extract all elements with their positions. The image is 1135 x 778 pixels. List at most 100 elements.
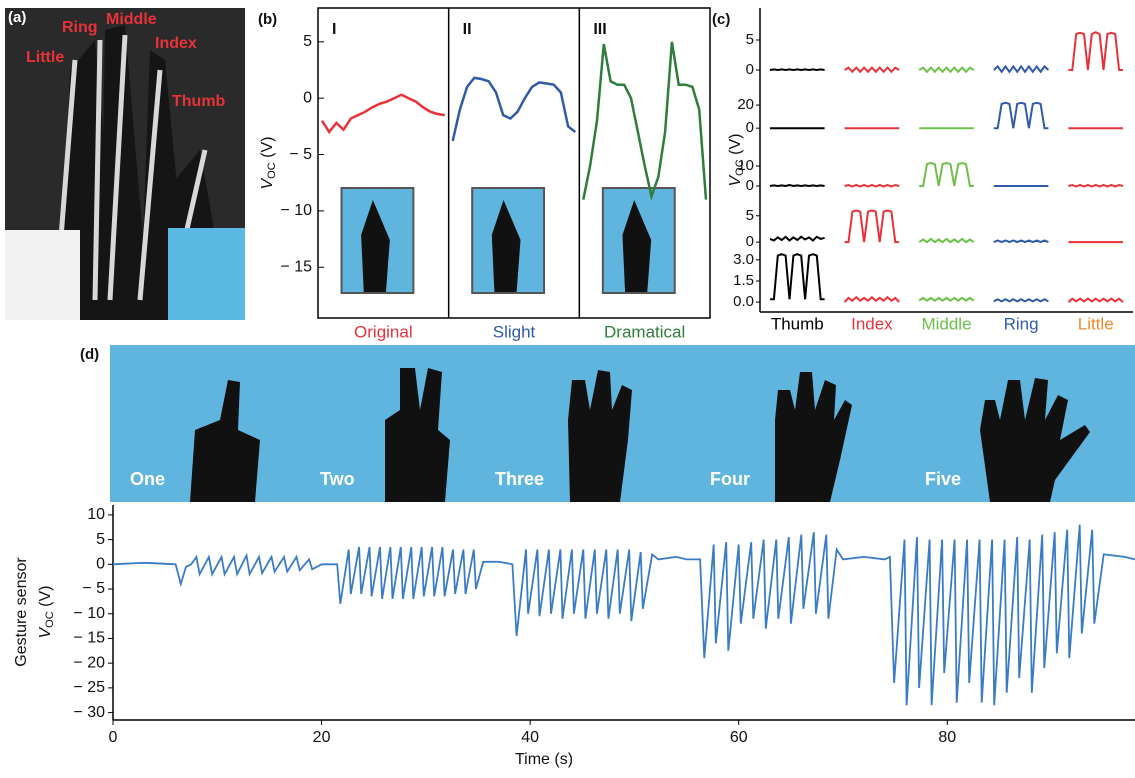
x-tick-label: 80 xyxy=(938,729,956,746)
hand-photo xyxy=(5,230,80,320)
y-axis-symbol: V xyxy=(37,626,54,638)
signal-line xyxy=(993,239,1049,244)
x-axis-label: Time (s) xyxy=(515,751,573,768)
y-axis-symbol: V xyxy=(259,177,276,189)
signal-line xyxy=(918,296,975,302)
glove xyxy=(491,200,521,292)
signal-line xyxy=(919,161,974,187)
y-tick-label: 0 xyxy=(746,177,754,194)
column-label: Little xyxy=(1078,314,1114,333)
plot-frame xyxy=(317,7,711,319)
finger-labels: Little Ring Middle Index Thumb xyxy=(26,11,226,110)
signal-line xyxy=(844,66,900,74)
gesture-label: One xyxy=(130,469,165,489)
numeral: II xyxy=(463,21,472,38)
y-tick-label: − 20 xyxy=(73,654,105,671)
y-axis-unit: (V) xyxy=(727,134,744,160)
glove xyxy=(361,200,390,292)
y-tick-label: 0 xyxy=(96,556,105,573)
y-axis-label: VOC (V) xyxy=(727,134,746,187)
column-label: Ring xyxy=(1004,314,1039,333)
x-tick-label: 0 xyxy=(109,729,118,746)
signal-line xyxy=(993,101,1049,130)
signal-line xyxy=(1068,31,1123,71)
signal-line xyxy=(769,183,825,188)
series-label: Dramatical xyxy=(604,322,685,341)
panel-label: (d) xyxy=(80,346,99,363)
finger-label: Middle xyxy=(106,11,157,28)
signal-line xyxy=(993,64,1050,74)
y-axis-label: VOC (V) xyxy=(37,586,56,639)
y-tick-label: 5 xyxy=(746,31,754,48)
x-tick-label: 40 xyxy=(521,729,539,746)
y-tick-label: 0 xyxy=(746,61,754,78)
y-tick-label: − 10 xyxy=(280,202,312,219)
y-axis-subscript: OC xyxy=(734,159,746,176)
y-tick-label: 10 xyxy=(87,506,105,523)
y-tick-label: 0.0 xyxy=(733,293,754,310)
finger-label: Index xyxy=(155,35,197,52)
y-tick-label: 0 xyxy=(746,119,754,136)
column-label: Index xyxy=(851,314,893,333)
signal-line xyxy=(843,295,900,303)
numeral: III xyxy=(593,21,606,38)
y-tick-label: 10 xyxy=(737,157,754,174)
y-axis-subscript: OC xyxy=(266,162,278,179)
signal-line xyxy=(451,76,577,142)
y-tick-label: − 15 xyxy=(280,258,312,275)
signal-line xyxy=(918,237,975,244)
y-tick-label: − 15 xyxy=(73,630,105,647)
numeral: I xyxy=(332,21,336,38)
panel-label: (b) xyxy=(258,11,277,28)
signal-line xyxy=(112,524,1135,706)
y-tick-label: 5 xyxy=(746,207,754,224)
finger-label: Thumb xyxy=(172,93,226,110)
gesture-labels: One Two Three Four Five xyxy=(130,469,961,489)
gesture-label: Two xyxy=(320,469,355,489)
y-tick-label: 0 xyxy=(303,89,312,106)
signal-line xyxy=(844,183,900,188)
x-tick-label: 60 xyxy=(730,729,748,746)
column-label: Middle xyxy=(921,314,971,333)
signal-line xyxy=(769,68,825,72)
signal-line xyxy=(918,66,975,74)
signal-line xyxy=(1068,183,1124,188)
glove-silhouettes xyxy=(190,368,1090,502)
gesture-label: Three xyxy=(495,469,544,489)
y-tick-label: 5 xyxy=(96,531,105,548)
y-axis-symbol: V xyxy=(727,174,744,186)
y-axis-subscript: OC xyxy=(44,611,56,628)
y-tick-label: − 10 xyxy=(73,605,105,622)
signal-line xyxy=(320,93,445,135)
glove xyxy=(622,200,652,292)
y-axis-unit: (V) xyxy=(37,586,54,612)
y-axis-label: Gesture sensor xyxy=(13,557,30,667)
gesture-label: Four xyxy=(710,469,750,489)
y-tick-label: − 25 xyxy=(73,679,105,696)
glove-inset xyxy=(168,228,245,320)
y-tick-label: − 5 xyxy=(289,146,312,163)
signal-line xyxy=(769,235,825,242)
signal-line xyxy=(1067,297,1124,303)
series-label: Slight xyxy=(493,322,536,341)
signal-line xyxy=(844,209,900,244)
finger-label: Ring xyxy=(62,19,98,36)
y-axis-unit: (V) xyxy=(259,137,276,163)
signal-line xyxy=(770,253,825,301)
y-tick-label: 20 xyxy=(737,96,754,113)
gesture-label: Five xyxy=(925,469,961,489)
x-tick-label: 20 xyxy=(313,729,331,746)
signal-line xyxy=(582,41,708,201)
y-tick-label: 5 xyxy=(303,33,312,50)
panel-label: (a) xyxy=(8,9,26,26)
panel-label: (c) xyxy=(712,11,730,28)
y-tick-label: 3.0 xyxy=(733,251,754,268)
signal-line xyxy=(993,298,1049,303)
y-tick-label: − 30 xyxy=(73,704,105,721)
y-axis-label: VOC (V) xyxy=(259,137,278,190)
series-label: Original xyxy=(354,322,413,341)
y-tick-label: 0 xyxy=(746,233,754,250)
column-label: Thumb xyxy=(771,314,824,333)
y-tick-label: 1.5 xyxy=(733,272,754,289)
